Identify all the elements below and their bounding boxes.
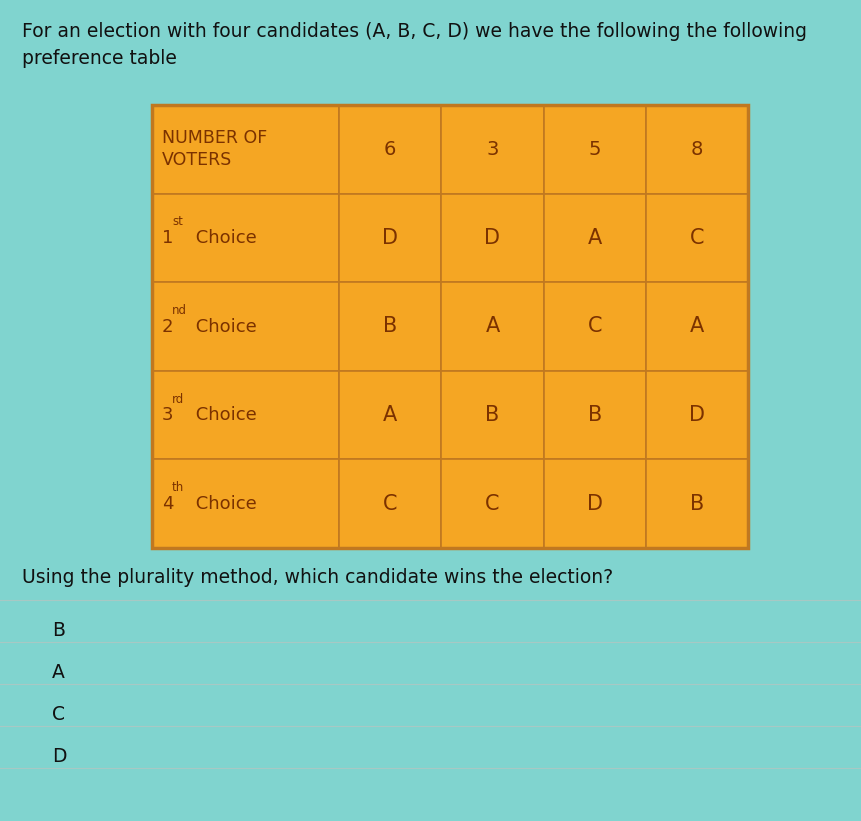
Bar xyxy=(339,105,442,194)
Text: D: D xyxy=(485,228,500,248)
Text: 3: 3 xyxy=(162,406,174,424)
Text: For an election with four candidates (A, B, C, D) we have the following the foll: For an election with four candidates (A,… xyxy=(22,22,807,67)
Bar xyxy=(152,282,339,371)
Text: C: C xyxy=(690,228,704,248)
Text: B: B xyxy=(587,405,602,425)
Text: NUMBER OF
VOTERS: NUMBER OF VOTERS xyxy=(162,129,267,169)
Bar xyxy=(543,460,646,548)
Text: C: C xyxy=(52,704,65,723)
Text: D: D xyxy=(689,405,705,425)
Text: 1: 1 xyxy=(162,229,173,247)
Text: rd: rd xyxy=(172,392,184,406)
Text: 5: 5 xyxy=(588,140,601,158)
Text: Choice: Choice xyxy=(190,495,257,512)
Text: Choice: Choice xyxy=(190,318,257,336)
Bar xyxy=(442,105,543,194)
Bar xyxy=(543,194,646,282)
Text: D: D xyxy=(52,746,66,765)
Bar xyxy=(152,460,339,548)
Bar xyxy=(646,194,748,282)
Bar xyxy=(442,460,543,548)
Text: B: B xyxy=(690,493,704,514)
Text: st: st xyxy=(172,215,183,228)
Bar xyxy=(152,371,339,460)
Text: th: th xyxy=(172,481,184,494)
Text: D: D xyxy=(382,228,399,248)
Text: B: B xyxy=(486,405,499,425)
Bar xyxy=(646,371,748,460)
Bar xyxy=(543,371,646,460)
Bar xyxy=(646,460,748,548)
Text: 3: 3 xyxy=(486,140,499,158)
Bar xyxy=(646,105,748,194)
Text: 4: 4 xyxy=(162,495,174,512)
Bar xyxy=(442,371,543,460)
Text: A: A xyxy=(486,317,499,337)
Text: C: C xyxy=(383,493,398,514)
Bar xyxy=(339,194,442,282)
Text: nd: nd xyxy=(172,304,187,317)
Text: A: A xyxy=(383,405,398,425)
Bar xyxy=(543,282,646,371)
Text: B: B xyxy=(52,621,65,640)
Text: C: C xyxy=(486,493,499,514)
Text: Choice: Choice xyxy=(190,229,257,247)
Bar xyxy=(152,105,339,194)
Text: C: C xyxy=(587,317,602,337)
Text: 6: 6 xyxy=(384,140,396,158)
Bar xyxy=(543,105,646,194)
Text: B: B xyxy=(383,317,398,337)
Text: D: D xyxy=(586,493,603,514)
Bar xyxy=(442,282,543,371)
Bar xyxy=(152,105,748,548)
Bar xyxy=(339,282,442,371)
Text: A: A xyxy=(587,228,602,248)
Bar xyxy=(646,282,748,371)
Bar xyxy=(442,194,543,282)
Bar xyxy=(152,194,339,282)
Text: 8: 8 xyxy=(691,140,703,158)
Text: A: A xyxy=(52,663,65,681)
Text: Choice: Choice xyxy=(190,406,257,424)
Bar xyxy=(339,371,442,460)
Text: 2: 2 xyxy=(162,318,174,336)
Bar xyxy=(339,460,442,548)
Text: A: A xyxy=(690,317,704,337)
Text: Using the plurality method, which candidate wins the election?: Using the plurality method, which candid… xyxy=(22,568,613,587)
